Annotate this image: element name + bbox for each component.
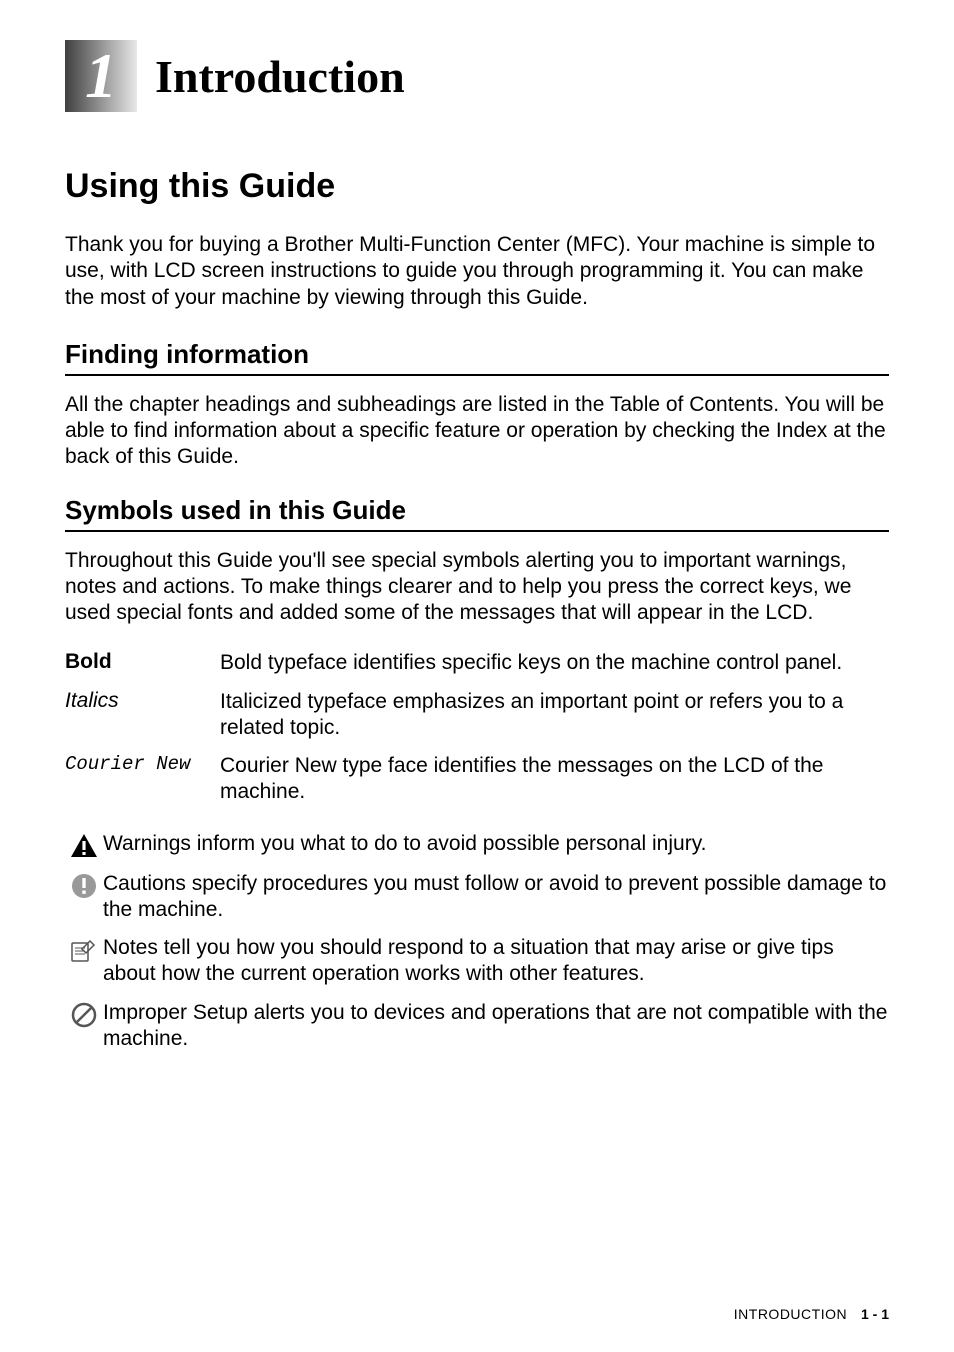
chapter-number: 1: [85, 44, 117, 108]
typeface-table: Bold Bold typeface identifies specific k…: [65, 650, 889, 805]
section-paragraph-symbols: Throughout this Guide you'll see special…: [65, 548, 889, 627]
chapter-title: Introduction: [155, 50, 405, 103]
page-footer: INTRODUCTION 1 - 1: [734, 1306, 889, 1322]
chapter-header: 1 Introduction: [65, 40, 889, 112]
typeface-row-bold: Bold Bold typeface identifies specific k…: [65, 650, 889, 676]
symbol-row-warning: Warnings inform you what to do to avoid …: [65, 831, 889, 859]
typeface-desc-italics: Italicized typeface emphasizes an import…: [220, 689, 889, 742]
symbol-row-caution: Cautions specify procedures you must fol…: [65, 871, 889, 924]
typeface-desc-courier: Courier New type face identifies the mes…: [220, 753, 889, 806]
caution-circle-icon: [65, 871, 103, 899]
typeface-label-bold: Bold: [65, 650, 220, 676]
typeface-row-courier: Courier New Courier New type face identi…: [65, 753, 889, 806]
symbol-desc-improper: Improper Setup alerts you to devices and…: [103, 1000, 889, 1053]
intro-paragraph: Thank you for buying a Brother Multi-Fun…: [65, 232, 889, 311]
typeface-label-italics: Italics: [65, 689, 220, 742]
symbol-row-note: Notes tell you how you should respond to…: [65, 935, 889, 988]
page-title: Using this Guide: [65, 167, 889, 206]
section-heading-symbols: Symbols used in this Guide: [65, 495, 889, 532]
note-pencil-icon: [65, 935, 103, 963]
section-paragraph-finding-info: All the chapter headings and subheadings…: [65, 392, 889, 471]
warning-triangle-icon: [65, 831, 103, 859]
footer-page-number: 1 - 1: [861, 1306, 889, 1322]
symbol-desc-warning: Warnings inform you what to do to avoid …: [103, 831, 889, 857]
symbol-row-improper: Improper Setup alerts you to devices and…: [65, 1000, 889, 1053]
typeface-label-courier: Courier New: [65, 753, 220, 806]
symbol-desc-note: Notes tell you how you should respond to…: [103, 935, 889, 988]
typeface-desc-bold: Bold typeface identifies specific keys o…: [220, 650, 889, 676]
typeface-row-italics: Italics Italicized typeface emphasizes a…: [65, 689, 889, 742]
chapter-number-box: 1: [65, 40, 137, 112]
symbol-desc-caution: Cautions specify procedures you must fol…: [103, 871, 889, 924]
section-heading-finding-info: Finding information: [65, 339, 889, 376]
footer-chapter-label: INTRODUCTION: [734, 1306, 847, 1322]
prohibited-circle-icon: [65, 1000, 103, 1028]
